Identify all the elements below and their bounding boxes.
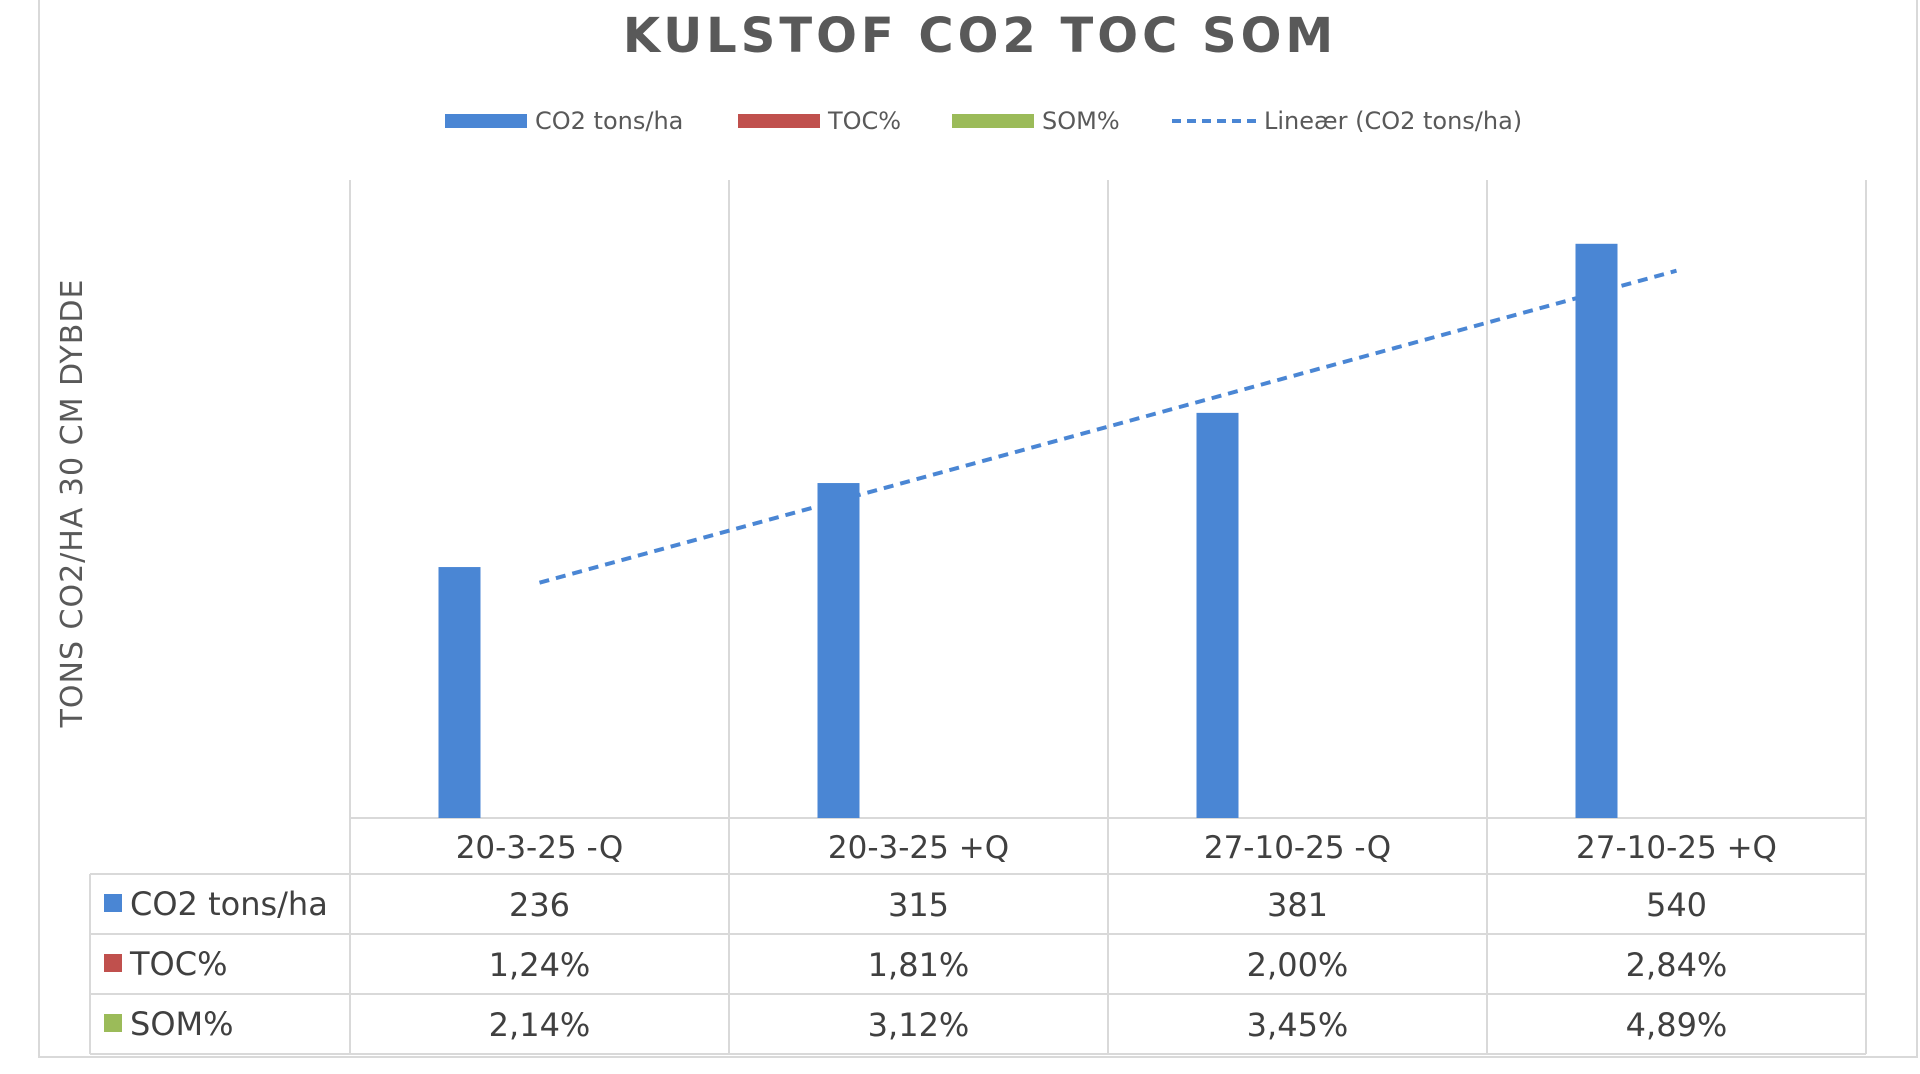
table-row-label-2: TOC% [129, 945, 227, 983]
table-swatch-1 [104, 894, 122, 912]
bar-co2-3 [1196, 412, 1239, 818]
table-swatch-2 [104, 954, 122, 972]
table-cell: 540 [1646, 886, 1707, 924]
legend-label-2: TOC% [827, 107, 901, 135]
table-cell: 2,84% [1626, 946, 1728, 984]
table-swatch-3 [104, 1014, 122, 1032]
table-cell: 381 [1267, 886, 1328, 924]
chart-svg: KULSTOF CO2 TOC SOM CO2 tons/ha TOC% SOM% Li… [55, 8, 1867, 1055]
table-cell: 1,24% [489, 946, 591, 984]
trendline-co2 [538, 268, 1678, 585]
table-row-label-1: CO2 tons/ha [130, 885, 328, 923]
table-cell: 1,81% [868, 946, 970, 984]
table-cell: 2,00% [1247, 946, 1349, 984]
bar-co2-1 [438, 567, 481, 818]
table-cell: 2,14% [489, 1006, 591, 1044]
y-axis-label: TONS CO2/HA 30 CM DYBDE [55, 279, 90, 729]
category-label-2: 20-3-25 +Q [828, 830, 1009, 866]
chart-frame: KULSTOF CO2 TOC SOM CO2 tons/ha TOC% SOM% Li… [38, 0, 1918, 1058]
chart-title: KULSTOF CO2 TOC SOM [623, 8, 1337, 64]
category-label-4: 27-10-25 +Q [1576, 830, 1777, 866]
bar-co2-4 [1575, 243, 1618, 819]
legend-label-4: Lineær (CO2 tons/ha) [1264, 107, 1522, 135]
table-cell: 3,45% [1247, 1006, 1349, 1044]
table-row-label-3: SOM% [130, 1005, 234, 1043]
table-cell: 4,89% [1626, 1006, 1728, 1044]
legend-swatch-2 [738, 114, 820, 128]
bar-co2-2 [817, 483, 860, 818]
category-label-1: 20-3-25 -Q [456, 830, 624, 866]
table-cell: 315 [888, 886, 949, 924]
table-cell: 3,12% [868, 1006, 970, 1044]
category-label-3: 27-10-25 -Q [1204, 830, 1391, 866]
legend-label-1: CO2 tons/ha [535, 107, 683, 135]
legend-swatch-3 [952, 114, 1034, 128]
legend-label-3: SOM% [1042, 107, 1120, 135]
legend-swatch-1 [445, 114, 527, 128]
table-cell: 236 [509, 886, 570, 924]
